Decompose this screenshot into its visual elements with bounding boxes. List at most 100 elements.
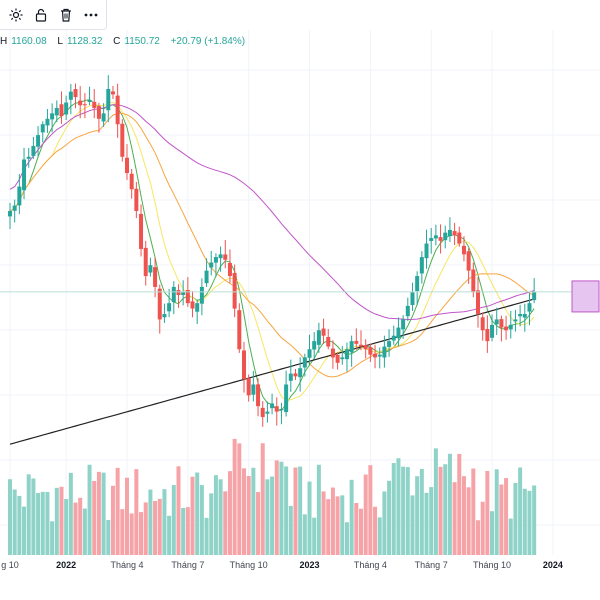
candle bbox=[532, 278, 537, 304]
candle bbox=[401, 315, 406, 339]
candle bbox=[340, 345, 345, 365]
candle bbox=[302, 353, 307, 377]
candle bbox=[223, 239, 228, 269]
candle-body bbox=[185, 289, 190, 304]
candle-body bbox=[40, 124, 45, 133]
candle-body bbox=[312, 341, 317, 350]
volume-bar bbox=[419, 468, 424, 555]
volume-bar bbox=[405, 467, 410, 555]
volume-bar bbox=[260, 443, 265, 555]
candle-body bbox=[12, 205, 17, 211]
candle bbox=[153, 257, 158, 298]
candle-body bbox=[438, 237, 443, 241]
candle-body bbox=[237, 310, 242, 350]
volume-bar bbox=[110, 485, 115, 555]
volume-bar bbox=[17, 495, 22, 555]
volume-bar bbox=[82, 508, 87, 555]
candle-body bbox=[106, 88, 111, 111]
candle bbox=[31, 136, 36, 159]
high-value: 1160.08 bbox=[11, 36, 47, 47]
candle-body bbox=[167, 303, 172, 312]
volume-bar bbox=[139, 512, 144, 555]
volume-bar bbox=[415, 476, 420, 555]
candle bbox=[438, 224, 443, 254]
candle bbox=[349, 335, 354, 367]
x-tick-label: 2023 bbox=[300, 560, 320, 570]
x-tick-label: Tháng 7 bbox=[171, 560, 204, 570]
candle bbox=[415, 271, 420, 305]
volume-bar bbox=[115, 467, 120, 555]
candle bbox=[176, 284, 181, 308]
candle-body bbox=[405, 305, 410, 317]
candle-body bbox=[120, 123, 125, 157]
candle-body bbox=[354, 340, 359, 344]
candle bbox=[344, 342, 349, 372]
candle bbox=[195, 299, 200, 325]
candle bbox=[181, 280, 186, 306]
volume-bar bbox=[494, 469, 499, 555]
volume-bar bbox=[373, 506, 378, 555]
volume-bar bbox=[312, 517, 317, 555]
volume-bar bbox=[96, 471, 101, 555]
volume-bar bbox=[307, 481, 312, 555]
candle-body bbox=[22, 159, 27, 191]
candle bbox=[36, 126, 41, 157]
candle-body bbox=[157, 288, 162, 320]
candle bbox=[527, 293, 532, 326]
candle-body bbox=[373, 353, 378, 358]
candle bbox=[321, 318, 326, 344]
volume-bar bbox=[26, 474, 31, 555]
candle bbox=[368, 343, 373, 362]
candle bbox=[59, 91, 64, 124]
candle-body bbox=[17, 186, 22, 206]
candle bbox=[499, 315, 504, 342]
candle bbox=[218, 246, 223, 272]
candle bbox=[293, 369, 298, 381]
volume-bar bbox=[190, 476, 195, 555]
candle-body bbox=[344, 349, 349, 360]
candle-body bbox=[298, 368, 303, 378]
candle-body bbox=[204, 270, 209, 284]
volume-bar bbox=[153, 500, 158, 555]
more-horizontal-icon[interactable] bbox=[81, 5, 100, 25]
low-key: L bbox=[57, 36, 63, 47]
volume-bar bbox=[213, 475, 218, 555]
volume-bar bbox=[8, 479, 12, 555]
volume-bars bbox=[8, 438, 537, 555]
candle bbox=[125, 144, 129, 180]
x-tick-label: 2024 bbox=[543, 560, 563, 570]
candle bbox=[429, 228, 434, 254]
candle bbox=[373, 344, 378, 369]
volume-bar bbox=[377, 517, 382, 555]
candle-body bbox=[316, 330, 321, 345]
candle bbox=[396, 317, 401, 347]
volume-bar bbox=[382, 491, 387, 555]
candle-body bbox=[330, 348, 335, 358]
candle bbox=[359, 330, 363, 351]
volume-bar bbox=[31, 478, 36, 555]
volume-bar bbox=[284, 466, 289, 555]
candle bbox=[50, 103, 55, 133]
ma-50-line bbox=[9, 104, 535, 321]
volume-bar bbox=[368, 465, 373, 555]
volume-bar bbox=[64, 499, 69, 555]
x-tick-label: 2022 bbox=[56, 560, 76, 570]
volume-bar bbox=[218, 479, 223, 555]
candle-body bbox=[359, 344, 363, 347]
candle-body bbox=[251, 384, 256, 395]
candle-body bbox=[396, 327, 401, 339]
candle-body bbox=[513, 319, 518, 322]
candle bbox=[54, 100, 59, 123]
volume-bar bbox=[78, 497, 83, 555]
unlock-icon[interactable] bbox=[31, 5, 50, 25]
candle-body bbox=[31, 145, 36, 156]
trash-icon[interactable] bbox=[56, 5, 75, 25]
price-range-box bbox=[571, 280, 600, 313]
candle bbox=[45, 109, 50, 133]
candle-body bbox=[78, 100, 83, 106]
gear-icon[interactable] bbox=[6, 5, 25, 25]
volume-bar bbox=[330, 487, 335, 555]
candle-body bbox=[518, 314, 523, 317]
candle-body bbox=[279, 408, 284, 411]
